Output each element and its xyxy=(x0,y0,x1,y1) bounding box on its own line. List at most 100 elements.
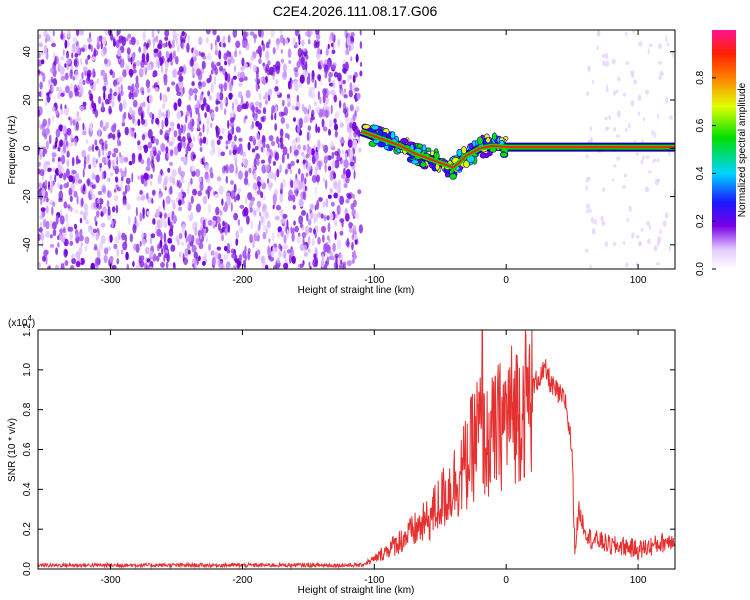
noise-speckle xyxy=(310,91,316,99)
noise-speckle xyxy=(55,128,61,138)
noise-speckle xyxy=(303,106,308,115)
noise-speckle xyxy=(187,233,193,244)
noise-speckle xyxy=(187,242,191,251)
noise-speckle xyxy=(202,260,206,266)
noise-speckle xyxy=(307,218,312,226)
noise-speckle xyxy=(146,264,149,269)
noise-speckle xyxy=(189,118,195,127)
noise-speckle xyxy=(88,164,92,170)
noise-speckle xyxy=(224,108,227,116)
noise-speckle xyxy=(132,69,137,74)
noise-speckle xyxy=(173,146,179,156)
noise-speckle xyxy=(297,144,301,150)
noise-speckle xyxy=(111,264,117,269)
noise-speckle xyxy=(63,172,67,181)
noise-speckle xyxy=(117,95,120,101)
signal-blob xyxy=(411,159,419,165)
noise-speckle xyxy=(66,30,72,38)
noise-speckle xyxy=(44,163,48,172)
noise-speckle xyxy=(124,126,129,136)
noise-speckle xyxy=(242,151,247,157)
noise-speckle xyxy=(114,156,118,162)
noise-speckle xyxy=(233,64,237,73)
noise-speckle xyxy=(57,164,62,175)
noise-speckle xyxy=(339,121,343,129)
noise-speckle xyxy=(109,255,114,263)
noise-speckle xyxy=(119,180,123,191)
noise-speckle xyxy=(164,30,170,38)
noise-speckle xyxy=(317,160,322,167)
noise-speckle xyxy=(345,48,350,56)
noise-speckle xyxy=(241,57,245,67)
noise-speckle xyxy=(164,130,170,137)
noise-speckle xyxy=(218,185,224,195)
noise-speckle xyxy=(297,168,301,175)
noise-speckle xyxy=(38,227,43,233)
noise-speckle xyxy=(103,247,109,255)
noise-speckle xyxy=(201,60,206,70)
noise-speckle xyxy=(222,205,228,212)
noise-speckle xyxy=(248,167,252,174)
noise-speckle xyxy=(209,74,212,83)
noise-speckle xyxy=(206,104,211,113)
noise-speckle xyxy=(57,156,61,163)
noise-speckle xyxy=(138,46,142,53)
noise-speckle xyxy=(229,121,235,128)
noise-speckle xyxy=(135,206,138,217)
noise-speckle xyxy=(272,47,276,55)
noise-speckle xyxy=(188,249,191,255)
noise-speckle xyxy=(290,226,293,234)
noise-speckle xyxy=(328,77,331,83)
noise-speckle xyxy=(205,37,209,44)
noise-speckle xyxy=(135,75,139,84)
noise-speckle xyxy=(163,244,169,251)
noise-speckle xyxy=(296,123,301,134)
noise-speckle xyxy=(233,196,237,203)
noise-speckle xyxy=(302,260,305,266)
noise-speckle xyxy=(149,266,153,269)
noise-speckle xyxy=(58,190,64,201)
noise-speckle xyxy=(94,264,99,269)
noise-speckle xyxy=(633,79,638,85)
noise-speckle xyxy=(281,153,285,164)
noise-speckle xyxy=(98,35,103,42)
noise-speckle xyxy=(202,228,207,238)
signal-blob xyxy=(449,173,457,180)
noise-speckle xyxy=(315,174,321,183)
noise-speckle xyxy=(638,41,643,47)
noise-speckle xyxy=(40,59,45,65)
noise-speckle xyxy=(132,63,137,70)
signal-blob xyxy=(468,142,474,150)
noise-speckle xyxy=(274,151,280,161)
noise-speckle xyxy=(164,117,169,127)
noise-speckle xyxy=(212,146,216,154)
noise-speckle xyxy=(43,148,48,154)
noise-speckle xyxy=(262,224,268,231)
noise-speckle xyxy=(601,220,606,226)
noise-speckle xyxy=(75,121,79,131)
noise-speckle xyxy=(333,123,339,131)
noise-speckle xyxy=(286,152,290,160)
noise-speckle xyxy=(267,88,273,96)
noise-speckle xyxy=(242,103,248,110)
noise-speckle xyxy=(275,90,281,95)
noise-speckle xyxy=(74,138,78,147)
noise-speckle xyxy=(88,43,92,50)
noise-speckle xyxy=(252,111,255,118)
noise-speckle xyxy=(195,49,199,57)
signal-blob xyxy=(485,137,491,144)
noise-speckle xyxy=(125,177,131,185)
snr-panel: -300 -200 -100 0 100 0.0 0.2 0.4 0.6 0.8 1.0 1.2 (… xyxy=(7,314,676,596)
noise-speckle xyxy=(612,241,617,247)
noise-speckle xyxy=(645,89,649,95)
noise-speckle xyxy=(190,165,196,172)
noise-speckle xyxy=(151,30,155,38)
noise-speckle xyxy=(228,265,233,269)
noise-speckle xyxy=(257,45,262,55)
noise-speckle xyxy=(146,86,151,94)
signal-blob xyxy=(362,124,371,130)
noise-speckle xyxy=(317,47,321,55)
noise-speckle xyxy=(234,98,239,106)
noise-speckle xyxy=(352,193,356,200)
noise-speckle xyxy=(291,138,297,147)
